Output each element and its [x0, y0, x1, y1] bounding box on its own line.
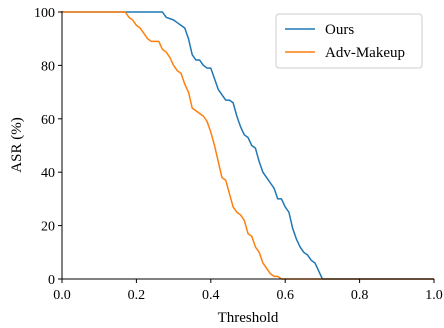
legend-items: Ours Adv-Makeup — [285, 22, 405, 61]
x-axis-ticks: 0.0 0.2 0.4 0.6 0.8 1.0 — [53, 279, 443, 303]
y-tick-label: 100 — [34, 6, 55, 21]
y-tick-label: 60 — [41, 113, 55, 128]
y-axis-ticks: 0 20 40 60 80 100 — [34, 6, 62, 288]
y-tick-label: 40 — [41, 166, 55, 181]
x-axis-title: Threshold — [218, 310, 279, 326]
plot-area: 0.0 0.2 0.4 0.6 0.8 1.0 0 20 40 60 80 100 — [34, 6, 443, 303]
legend: Ours Adv-Makeup — [275, 13, 423, 69]
legend-label: Adv-Makeup — [325, 45, 405, 61]
series-layer — [62, 11, 434, 280]
x-tick-label: 0.8 — [351, 288, 369, 303]
series-line-ours — [62, 11, 434, 280]
y-axis-title: ASR (%) — [9, 117, 25, 172]
x-tick-label: 0.4 — [202, 288, 220, 303]
x-tick-label: 0.2 — [128, 288, 146, 303]
legend-box — [275, 13, 423, 69]
y-tick-label: 0 — [48, 273, 55, 288]
x-tick-label: 1.0 — [425, 288, 443, 303]
x-tick-label: 0.6 — [276, 288, 294, 303]
legend-label: Ours — [325, 22, 354, 38]
series-line-adv-makeup — [62, 11, 434, 280]
x-tick-label: 0.0 — [53, 288, 71, 303]
y-tick-label: 80 — [41, 59, 55, 74]
y-tick-label: 20 — [41, 220, 55, 235]
